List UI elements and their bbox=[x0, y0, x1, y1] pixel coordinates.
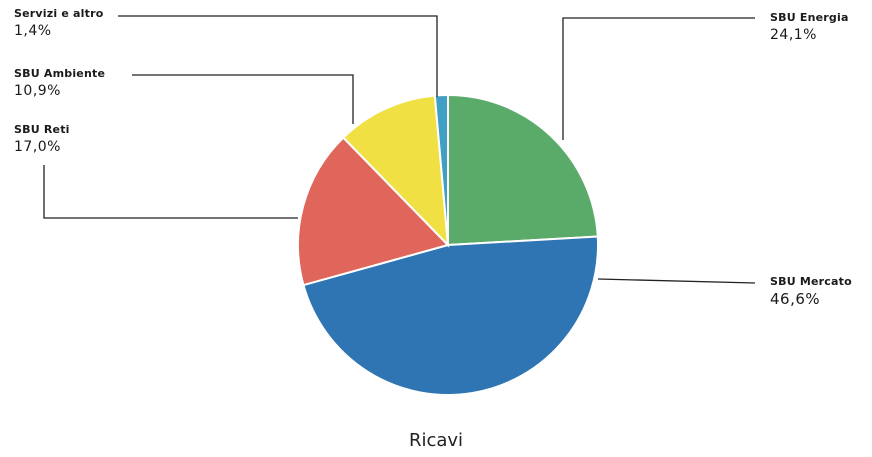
slice-value-ambiente: 10,9% bbox=[14, 82, 61, 99]
pie-slice-mercato bbox=[302, 235, 599, 396]
pie-slice-energia bbox=[447, 93, 599, 247]
leader-line-servizi bbox=[118, 15, 438, 97]
pie-slice-reti bbox=[297, 136, 450, 287]
slice-label-servizi: Servizi e altro bbox=[14, 7, 104, 20]
slice-label-mercato: SBU Mercato bbox=[770, 275, 852, 288]
chart-title: Ricavi bbox=[408, 430, 464, 451]
slice-label-reti: SBU Reti bbox=[14, 123, 70, 136]
leader-line-reti bbox=[43, 165, 298, 219]
slice-label-ambiente: SBU Ambiente bbox=[14, 67, 106, 80]
slice-value-energia: 24,1% bbox=[770, 26, 817, 43]
slice-value-servizi: 1,4% bbox=[14, 22, 52, 39]
pie-slice-ambiente bbox=[341, 94, 450, 248]
slice-label-energia: SBU Energia bbox=[770, 11, 849, 24]
label-reti: SBU Reti 17,0% bbox=[14, 123, 70, 155]
leader-line-ambiente bbox=[132, 74, 354, 124]
leader-line-energia bbox=[562, 17, 755, 140]
slice-value-mercato: 46,6% bbox=[770, 289, 821, 308]
label-energia: SBU Energia 24,1% bbox=[770, 11, 849, 43]
leader-line-mercato bbox=[597, 278, 756, 284]
label-servizi: Servizi e altro 1,4% bbox=[14, 7, 104, 39]
slice-value-reti: 17,0% bbox=[14, 138, 61, 155]
pie-slice-servizi bbox=[433, 93, 449, 246]
label-ambiente: SBU Ambiente 10,9% bbox=[14, 67, 106, 99]
label-mercato: SBU Mercato 46,6% bbox=[770, 275, 852, 308]
